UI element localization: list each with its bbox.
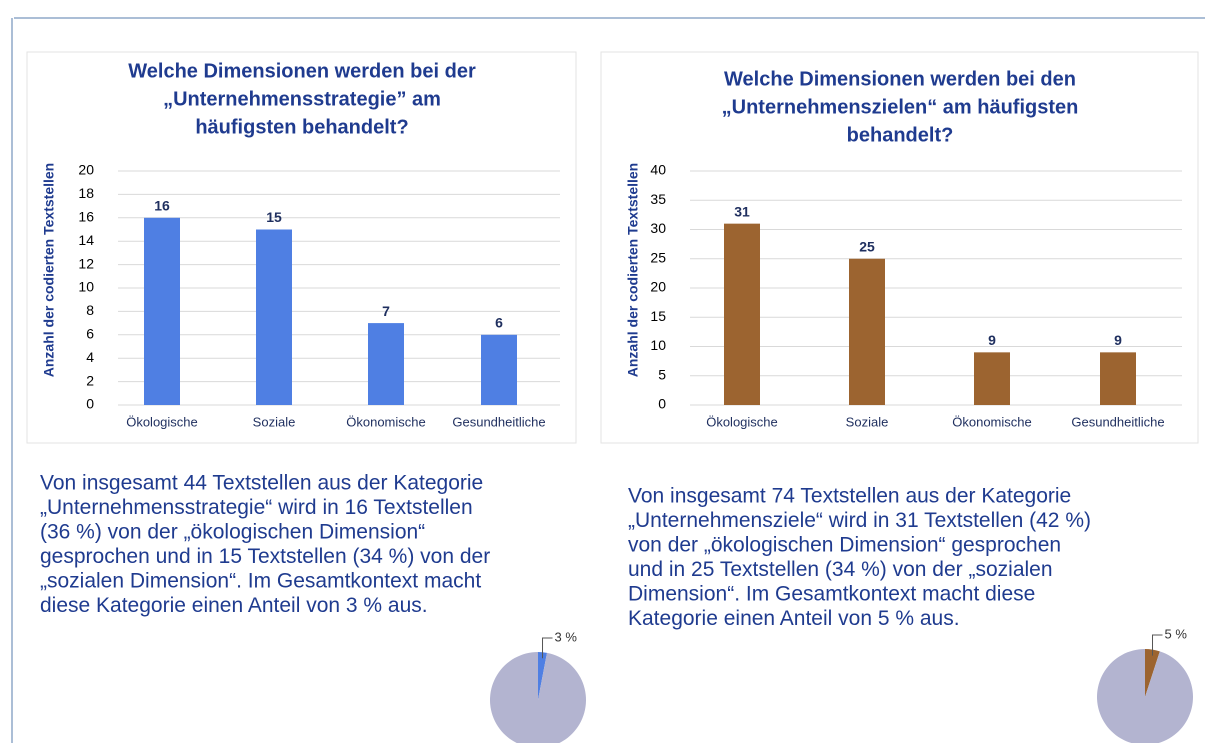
paragraph-line: diese Kategorie einen Anteil von 3 % aus… [40, 594, 428, 617]
pie-slice [490, 652, 586, 743]
chart-title: „Unternehmensstrategie” am [163, 88, 441, 110]
data-label: 7 [382, 303, 390, 319]
y-tick-label: 30 [650, 220, 666, 236]
paragraph-line: (36 %) von der „ökologischen Dimension“ [40, 521, 425, 544]
bar [724, 223, 760, 405]
bar [1100, 352, 1136, 405]
paragraph-line: von der „ökologischen Dimension“ gesproc… [628, 534, 1061, 557]
bar [974, 352, 1010, 405]
y-axis-label: Anzahl der codierten Textstellen [41, 163, 57, 377]
bar [368, 323, 404, 405]
x-tick-label: Gesundheitliche [452, 414, 545, 429]
y-tick-label: 2 [86, 372, 94, 388]
y-tick-label: 8 [86, 302, 94, 318]
leader-line [1152, 634, 1163, 656]
x-tick-label: Gesundheitliche [1071, 414, 1164, 429]
data-label: 15 [266, 209, 282, 225]
chart-title: Welche Dimensionen werden bei der [128, 60, 476, 82]
y-tick-label: 14 [78, 232, 94, 248]
y-tick-label: 16 [78, 209, 94, 225]
bar [849, 258, 885, 405]
y-tick-label: 0 [658, 396, 666, 412]
pie-slice [1097, 649, 1193, 743]
x-tick-label: Ökologische [706, 414, 778, 429]
bar [256, 229, 292, 405]
y-tick-label: 25 [650, 249, 666, 265]
x-tick-label: Soziale [846, 414, 889, 429]
paragraph-line: „sozialen Dimension“. Im Gesamtkontext m… [40, 570, 481, 593]
data-label: 31 [734, 203, 750, 219]
paragraph-line: Von insgesamt 74 Textstellen aus der Kat… [628, 485, 1071, 508]
paragraph-line: „Unternehmensziele“ wird in 31 Textstell… [628, 509, 1091, 532]
y-tick-label: 6 [86, 326, 94, 342]
paragraph-line: Kategorie einen Anteil von 5 % aus. [628, 607, 960, 630]
y-tick-label: 20 [78, 162, 94, 178]
bar [481, 334, 517, 405]
y-tick-label: 5 [658, 366, 666, 382]
pie-slice [538, 652, 547, 700]
paragraph-line: Von insgesamt 44 Textstellen aus der Kat… [40, 472, 483, 495]
paragraph-line: „Unternehmensstrategie“ wird in 16 Texts… [40, 496, 473, 519]
bar [144, 217, 180, 405]
chart-title: häufigsten behandelt? [195, 116, 408, 138]
y-tick-label: 15 [650, 308, 666, 324]
x-tick-label: Ökologische [126, 414, 198, 429]
y-tick-label: 4 [86, 349, 94, 365]
y-tick-label: 35 [650, 191, 666, 207]
y-tick-label: 40 [650, 162, 666, 178]
x-tick-label: Soziale [253, 414, 296, 429]
leader-line [542, 637, 553, 659]
y-tick-label: 0 [86, 396, 94, 412]
pie-slice [1145, 649, 1160, 697]
y-tick-label: 20 [650, 279, 666, 295]
data-label: 25 [859, 238, 875, 254]
chart-title: Welche Dimensionen werden bei den [724, 68, 1076, 90]
data-label: 16 [154, 198, 170, 214]
data-label: 9 [988, 332, 996, 348]
y-axis-label: Anzahl der codierten Textstellen [625, 163, 641, 377]
y-tick-label: 12 [78, 255, 94, 271]
paragraph-line: und in 25 Textstellen (34 %) von der „so… [628, 558, 1053, 581]
y-tick-label: 10 [650, 337, 666, 353]
data-label: 9 [1114, 332, 1122, 348]
pie-label: 3 % [555, 629, 578, 644]
chart-title: behandelt? [847, 124, 954, 146]
chart-frame [600, 51, 1199, 444]
x-tick-label: Ökonomische [952, 414, 1031, 429]
paragraph-line: gesprochen und in 15 Textstellen (34 %) … [40, 545, 490, 568]
y-tick-label: 18 [78, 185, 94, 201]
data-label: 6 [495, 315, 503, 331]
paragraph-line: Dimension“. Im Gesamtkontext macht diese [628, 583, 1035, 606]
pie-label: 5 % [1165, 626, 1188, 641]
y-tick-label: 10 [78, 279, 94, 295]
x-tick-label: Ökonomische [346, 414, 425, 429]
chart-title: „Unternehmenszielen“ am häufigsten [722, 96, 1079, 118]
